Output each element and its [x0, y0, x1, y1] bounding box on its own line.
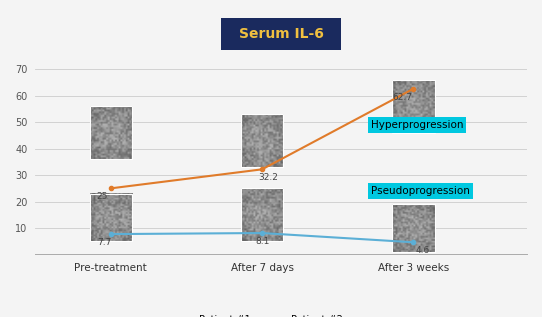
Patient #1 — [107, 232, 114, 236]
Text: Pseudoprogression: Pseudoprogression — [371, 186, 470, 196]
Legend: Patient #1, Patient #2: Patient #1, Patient #2 — [166, 311, 347, 317]
Patient #2 — [107, 186, 114, 190]
Text: 25: 25 — [96, 192, 107, 201]
Text: 32.2: 32.2 — [258, 173, 278, 182]
Text: Serum IL-6: Serum IL-6 — [238, 27, 324, 41]
Text: Hyperprogression: Hyperprogression — [371, 120, 463, 130]
Bar — [392, 80, 435, 133]
Patient #2 — [410, 87, 417, 91]
Bar — [89, 194, 132, 241]
Line: Patient #1: Patient #1 — [108, 231, 416, 244]
Patient #1 — [259, 231, 266, 235]
Text: 62.7: 62.7 — [393, 93, 413, 102]
Text: 4.6: 4.6 — [415, 246, 430, 255]
Text: 7.7: 7.7 — [98, 238, 112, 247]
Text: 8.1: 8.1 — [255, 237, 269, 246]
Patient #1 — [410, 240, 417, 244]
Bar — [89, 107, 132, 159]
Patient #2 — [259, 167, 266, 171]
Bar — [392, 204, 435, 252]
Bar — [241, 114, 283, 167]
Line: Patient #2: Patient #2 — [108, 87, 416, 191]
Bar — [241, 188, 283, 241]
